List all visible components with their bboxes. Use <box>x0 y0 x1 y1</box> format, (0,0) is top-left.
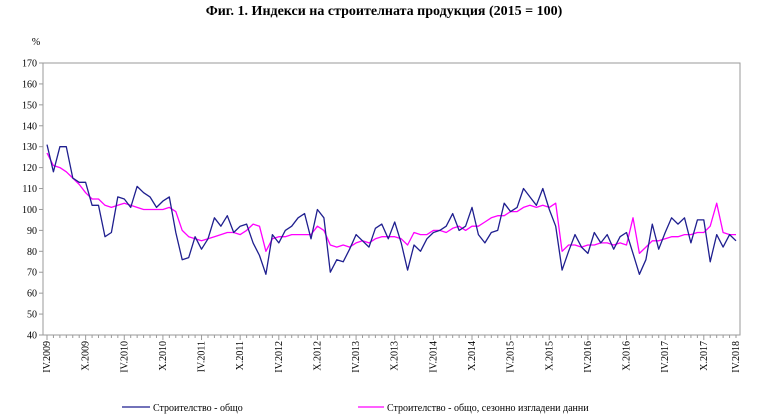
y-tick-label: 40 <box>27 331 37 342</box>
x-tick-label: IV.2009 <box>42 341 53 373</box>
legend: Строителство - общо Строителство - общо, … <box>122 403 589 414</box>
x-tick-label: IV.2014 <box>428 341 439 373</box>
x-tick-label: X.2017 <box>699 341 710 371</box>
y-axis-unit-label: % <box>32 37 40 48</box>
y-tick-label: 90 <box>27 226 37 237</box>
y-tick-label: 50 <box>27 310 37 321</box>
x-tick-label: X.2010 <box>158 341 169 371</box>
y-tick-label: 170 <box>22 59 37 70</box>
series-line-seasonally-adjusted <box>46 152 736 255</box>
y-tick-label: 60 <box>27 289 37 300</box>
y-tick-label: 150 <box>22 100 37 111</box>
x-tick-label: X.2013 <box>390 341 401 371</box>
y-axis: 40 50 60 70 80 90 100 110 120 130 140 150 160 170 <box>22 59 43 342</box>
series-layer <box>46 144 737 275</box>
y-tick-label: 70 <box>27 268 37 279</box>
legend-item-seasonally-adjusted: Строителство - общо, сезонно изгладени д… <box>358 403 589 414</box>
x-tick-label: IV.2011 <box>197 341 208 372</box>
y-tick-label: 120 <box>22 163 37 174</box>
x-tick-label: X.2016 <box>622 341 633 371</box>
x-tick-label: IV.2018 <box>731 341 742 373</box>
x-tick-label: IV.2010 <box>119 341 130 373</box>
x-tick-label: IV.2017 <box>660 341 671 373</box>
x-tick-label: X.2015 <box>544 341 555 371</box>
legend-item-overall: Строителство - общо <box>122 403 243 414</box>
x-axis: IV.2009 X.2009 IV.2010 X.2010 IV.2011 X.2011 I… <box>42 335 742 373</box>
x-tick-label: IV.2013 <box>351 341 362 373</box>
x-tick-label: X.2014 <box>467 341 478 371</box>
x-tick-label: X.2009 <box>81 341 92 371</box>
x-tick-label: IV.2015 <box>506 341 517 373</box>
legend-label: Строителство - общо <box>153 403 243 414</box>
y-tick-label: 140 <box>22 121 37 132</box>
x-tick-label: IV.2016 <box>583 341 594 373</box>
y-tick-label: 80 <box>27 247 37 258</box>
y-tick-label: 100 <box>22 205 37 216</box>
x-tick-label: IV.2012 <box>274 341 285 373</box>
legend-label: Строителство - общо, сезонно изгладени д… <box>387 403 589 414</box>
x-tick-label: X.2011 <box>235 341 246 370</box>
x-tick-label: X.2012 <box>312 341 323 371</box>
plot-area-frame <box>42 62 741 336</box>
chart-title: Фиг. 1. Индекси на строителната продукци… <box>205 4 563 19</box>
y-tick-label: 160 <box>22 79 37 90</box>
series-line-overall <box>46 144 737 275</box>
y-tick-label: 130 <box>22 142 37 153</box>
y-tick-label: 110 <box>22 184 37 195</box>
